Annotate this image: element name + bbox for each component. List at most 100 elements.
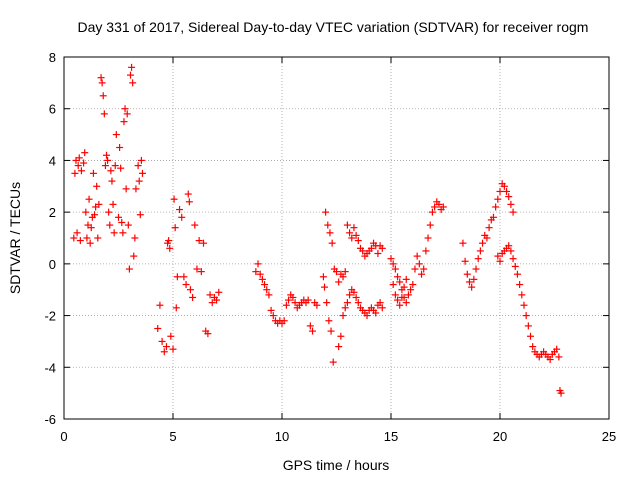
x-tick-label: 0	[60, 429, 67, 444]
data-point-plus	[555, 353, 563, 361]
data-point-plus	[95, 200, 103, 208]
data-point-plus	[343, 299, 351, 307]
data-point-plus	[346, 229, 354, 237]
data-point-plus	[137, 156, 145, 164]
data-point-plus	[184, 190, 192, 198]
data-point-plus	[513, 270, 521, 278]
data-point-plus	[321, 283, 329, 291]
data-point-plus	[158, 337, 166, 345]
data-point-plus	[511, 262, 519, 270]
data-point-plus	[465, 278, 473, 286]
data-point-plus	[116, 144, 124, 151]
data-point-plus	[367, 244, 375, 252]
data-point-plus	[85, 195, 93, 203]
data-point-plus	[263, 286, 271, 294]
data-point-plus	[326, 229, 334, 237]
data-point-plus	[339, 312, 347, 320]
data-point-plus	[289, 293, 297, 301]
data-point-plus	[200, 239, 208, 247]
data-point-plus	[389, 281, 397, 289]
data-point-plus	[546, 356, 554, 364]
y-axis-label: SDTVAR / TECUs	[7, 182, 23, 294]
data-point-plus	[106, 221, 114, 229]
plot-border	[63, 56, 610, 420]
data-point-plus	[121, 105, 129, 113]
data-point-plus	[103, 151, 111, 159]
data-point-plus	[470, 275, 478, 283]
data-point-plus	[463, 270, 471, 278]
data-point-plus	[75, 154, 83, 162]
data-point-plus	[411, 265, 419, 273]
data-point-plus	[280, 317, 288, 325]
data-point-plus	[156, 301, 164, 309]
data-point-plus	[313, 301, 321, 309]
data-point-plus	[87, 224, 95, 232]
data-point-plus	[507, 247, 515, 255]
y-tick-label: 8	[49, 50, 56, 65]
data-point-plus	[346, 291, 354, 299]
data-point-plus	[108, 177, 116, 185]
data-point-plus	[304, 296, 312, 304]
data-point-plus	[459, 239, 467, 247]
data-point-plus	[404, 291, 412, 299]
data-point-plus	[126, 71, 134, 79]
data-point-plus	[204, 330, 212, 338]
data-point-plus	[394, 273, 402, 281]
data-point-plus	[325, 317, 333, 325]
data-point-plus	[529, 343, 537, 351]
data-point-plus	[193, 265, 201, 273]
data-point-plus	[267, 306, 275, 314]
data-point-plus	[160, 348, 168, 356]
data-point-plus	[258, 275, 266, 283]
data-point-plus	[418, 270, 426, 278]
data-point-plus	[428, 208, 436, 216]
data-point-plus	[329, 358, 337, 366]
data-point-plus	[509, 255, 517, 263]
data-point-plus	[309, 327, 317, 335]
data-point-plus	[396, 278, 404, 286]
data-point-plus	[348, 234, 356, 242]
data-point-plus	[117, 164, 125, 172]
data-point-plus	[269, 312, 277, 320]
data-point-plus	[122, 185, 130, 193]
chart-title: Day 331 of 2017, Sidereal Day-to-day VTE…	[78, 19, 589, 35]
y-tick-label: 4	[49, 153, 56, 168]
data-point-plus	[333, 268, 340, 276]
data-point-plus	[82, 208, 90, 216]
data-point-plus	[415, 260, 423, 268]
data-point-plus	[492, 203, 500, 211]
data-point-plus	[398, 293, 406, 301]
data-point-plus	[328, 239, 336, 247]
data-point-plus	[424, 234, 432, 242]
data-point-plus	[130, 252, 138, 260]
data-point-plus	[162, 343, 170, 351]
data-point-plus	[472, 265, 480, 273]
data-point-plus	[254, 260, 262, 268]
data-point-plus	[339, 273, 347, 281]
data-point-plus	[80, 159, 88, 167]
data-point-plus	[111, 162, 119, 170]
data-point-plus	[337, 332, 345, 340]
data-point-plus	[169, 345, 177, 353]
data-point-plus	[350, 288, 358, 296]
data-point-plus	[185, 198, 193, 206]
data-point-plus	[402, 275, 410, 283]
data-point-plus	[359, 247, 367, 255]
data-point-plus	[431, 203, 439, 211]
x-tick-label: 10	[275, 429, 289, 444]
data-point-plus	[132, 185, 140, 193]
data-point-plus	[503, 187, 511, 195]
data-point-plus	[389, 260, 397, 268]
data-point-plus	[197, 268, 205, 276]
data-point-plus	[89, 169, 97, 177]
data-point-plus	[327, 327, 335, 335]
data-point-plus	[265, 291, 273, 299]
y-tick-label: 0	[49, 257, 56, 272]
data-point-plus	[378, 244, 386, 252]
data-point-plus	[319, 273, 327, 281]
data-point-plus	[208, 299, 216, 307]
data-point-plus	[91, 211, 99, 219]
data-point-plus	[335, 278, 343, 286]
data-point-plus	[354, 299, 362, 307]
